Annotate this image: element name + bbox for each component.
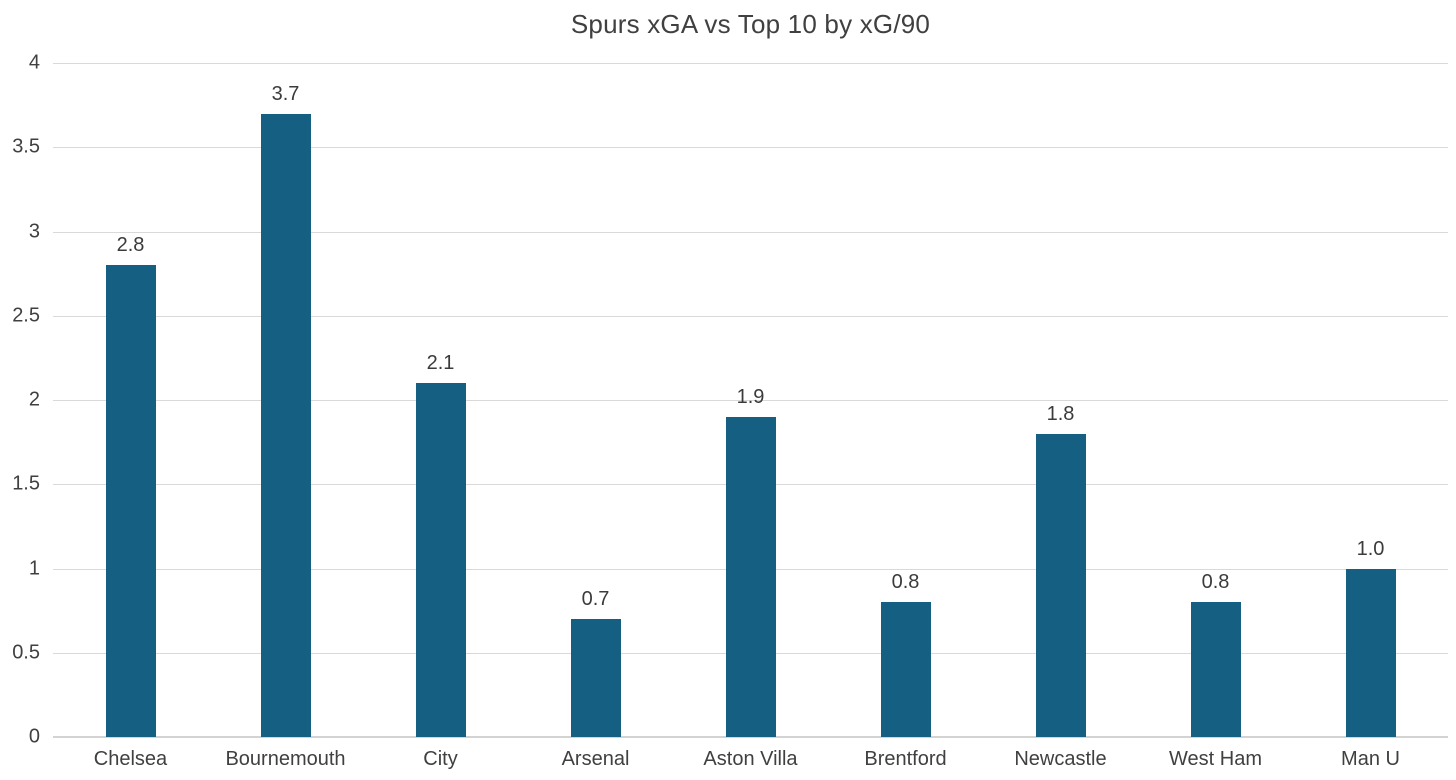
y-tick-label-1: 1 [28,557,40,579]
chart-title: Spurs xGA vs Top 10 by xG/90 [570,9,931,39]
y-tick-label-3: 3 [28,220,40,242]
category-label-newcastle: Newcastle [1014,748,1107,770]
bar-value-label-chelsea: 2.8 [116,234,145,257]
bar-slot-aston-villa: 1.9 Aston Villa [673,63,828,770]
bar-man-u [1345,568,1396,737]
category-label-brentford: Brentford [864,748,947,770]
category-label-aston-villa: Aston Villa [703,748,798,770]
bar-value-label-brentford: 0.8 [891,571,920,594]
bar-slot-arsenal: 0.7 Arsenal [518,63,673,770]
gridline-3 [53,231,1448,233]
bar-value-label-aston-villa: 1.9 [736,385,765,408]
bar-aston-villa [725,416,776,737]
gridline-2 [53,400,1448,401]
bar-value-label-city: 2.1 [426,352,455,375]
y-tick-label-0.5: 0.5 [12,641,40,664]
bar-city [415,383,466,737]
y-tick-label-2: 2 [28,388,40,411]
bar-slot-west-ham: 0.8 West Ham [1138,63,1293,770]
x-axis-line [53,736,1448,738]
bar-brentford [880,602,931,737]
y-tick-label-3.5: 3.5 [12,135,40,158]
category-label-arsenal: Arsenal [561,748,630,770]
category-label-city: City [423,748,458,770]
bar-west-ham [1190,602,1241,737]
bar-value-label-man-u: 1.0 [1356,537,1385,560]
category-label-bournemouth: Bournemouth [225,748,346,770]
y-tick-label-0: 0 [28,725,40,748]
gridline-4 [53,63,1448,64]
bar-chelsea [105,265,156,737]
y-tick-label-4: 4 [28,51,40,74]
gridline-3.5 [53,147,1448,149]
bar-value-label-arsenal: 0.7 [581,588,610,611]
y-tick-label-1.5: 1.5 [12,472,40,495]
bar-bournemouth [260,113,311,737]
y-tick-label-2.5: 2.5 [12,304,40,327]
category-label-west-ham: West Ham [1169,748,1262,770]
bar-arsenal [570,619,621,737]
bar-value-label-west-ham: 0.8 [1201,571,1230,594]
bar-slot-chelsea: 2.8 Chelsea [53,63,208,770]
plot-area: 2.8 Chelsea 3.7 Bournemouth 2.1 City 0.7 Arsena… [53,63,1448,771]
y-axis: 0 0.5 1 1.5 2 2.5 3 3.5 4 [0,52,40,748]
bar-newcastle [1035,433,1086,737]
bar-slot-man-u: 1.0 Man U [1293,63,1448,771]
category-label-man-u: Man U [1341,748,1400,770]
bars-row: 2.8 Chelsea 3.7 Bournemouth 2.1 City 0.7 Arsena… [53,63,1448,771]
bar-slot-newcastle: 1.8 Newcastle [983,63,1138,770]
gridline-2.5 [53,315,1448,317]
bar-value-label-bournemouth: 3.7 [271,82,300,105]
category-label-chelsea: Chelsea [93,748,168,770]
bar-value-label-newcastle: 1.8 [1046,402,1075,425]
bar-slot-bournemouth: 3.7 Bournemouth [208,63,363,770]
bar-slot-brentford: 0.8 Brentford [828,63,983,770]
bar-slot-city: 2.1 City [363,63,518,770]
